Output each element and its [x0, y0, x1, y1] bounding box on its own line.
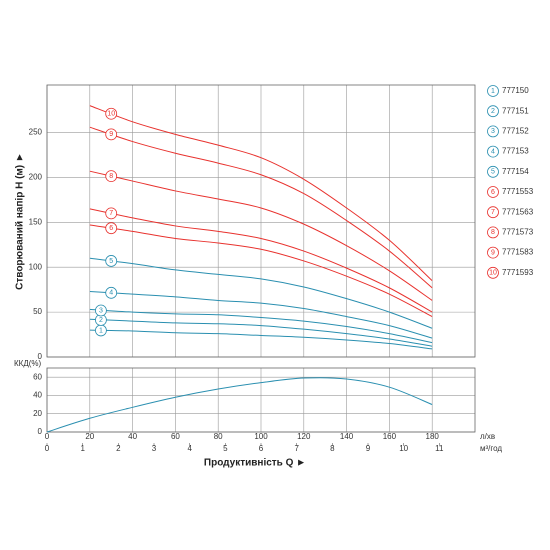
x2-tick-label: 5 [223, 444, 228, 453]
curve-marker-label: 2 [99, 317, 103, 324]
curve-marker-label: 1 [99, 327, 103, 334]
legend-label: 7771553 [502, 187, 534, 196]
x-tick-label: 40 [128, 432, 137, 441]
x2-tick-label: 10 [399, 444, 408, 453]
curve-marker-label: 3 [99, 307, 103, 314]
curve-marker [105, 170, 118, 183]
legend-marker [487, 226, 499, 239]
legend-marker-label: 5 [491, 169, 495, 176]
legend-marker [487, 266, 499, 279]
x2-unit: м³/год [480, 444, 502, 453]
legend-marker-label: 10 [489, 270, 497, 277]
curve-marker [105, 222, 118, 235]
y-tick-label: 150 [29, 217, 43, 226]
legend-marker-label: 3 [491, 128, 495, 135]
y-tick-label: 0 [38, 427, 43, 436]
legend-marker [487, 105, 499, 118]
legend-marker [487, 186, 499, 198]
x2-tick-label: 9 [366, 444, 371, 453]
x-tick-label: 160 [383, 432, 397, 441]
x-tick-label: 20 [85, 432, 94, 441]
curve [89, 257, 433, 329]
curve-marker [105, 255, 118, 267]
x2-tick-label: 11 [435, 444, 444, 453]
curve [89, 126, 433, 289]
y-tick-label: 50 [33, 307, 42, 316]
legend-label: 777152 [502, 127, 529, 136]
legend-marker [487, 165, 499, 178]
curve-marker-label: 7 [109, 210, 113, 217]
curve [46, 377, 433, 433]
legend-label: 777154 [502, 167, 529, 176]
legend-label: 7771573 [502, 228, 534, 237]
legend-marker [487, 145, 499, 158]
legend-marker [487, 246, 499, 259]
x-tick-label: 80 [214, 432, 223, 441]
curve [89, 329, 433, 350]
x2-tick-label: 4 [187, 444, 192, 453]
curve-marker [105, 107, 118, 120]
legend-marker-label: 7 [491, 209, 495, 216]
legend-marker-label: 1 [491, 88, 495, 95]
x-tick-label: 180 [426, 432, 440, 441]
y-tick-label: 200 [29, 173, 43, 182]
legend-label: 7771583 [502, 248, 534, 257]
x-axis-label: Продуктивність Q ► [204, 458, 306, 469]
curve-marker [95, 304, 107, 317]
legend-label: 7771593 [502, 268, 534, 277]
legend-marker-label: 9 [491, 249, 495, 256]
legend-label: 777153 [502, 147, 529, 156]
x2-tick-label: 1 [80, 444, 85, 453]
y-tick-label: 0 [38, 352, 43, 361]
curve-marker-label: 6 [109, 225, 113, 232]
x-tick-label: 100 [254, 432, 268, 441]
plot-frame [46, 84, 476, 358]
x2-tick-label: 7 [294, 444, 299, 453]
curve-marker-label: 4 [109, 290, 113, 297]
curve [89, 308, 433, 344]
x-tick-label: 0 [45, 432, 50, 441]
plot-frame [46, 367, 476, 433]
x-tick-label: 140 [340, 432, 354, 441]
y-tick-label: 60 [33, 372, 42, 381]
curve [89, 170, 433, 301]
y-tick-label: 20 [33, 409, 42, 418]
curve-marker [105, 207, 118, 220]
x2-tick-label: 3 [152, 444, 157, 453]
legend-marker-label: 8 [491, 229, 495, 236]
legend-label: 777151 [502, 106, 529, 115]
curve [89, 208, 433, 313]
curve-marker-label: 10 [107, 111, 115, 118]
x-unit: л/хв [480, 432, 495, 441]
y-tick-label: 100 [29, 262, 43, 271]
curve [89, 224, 433, 318]
curve-marker-label: 9 [109, 131, 113, 138]
x2-tick-label: 8 [330, 444, 335, 453]
curve [89, 290, 433, 339]
legend-marker-label: 4 [491, 148, 495, 155]
legend-marker-label: 6 [491, 189, 495, 196]
curve-marker-label: 8 [109, 173, 113, 180]
x-tick-label: 120 [297, 432, 311, 441]
curve-marker-label: 5 [109, 258, 113, 265]
x2-tick-label: 6 [259, 444, 264, 453]
legend-marker-label: 2 [491, 108, 495, 115]
legend-marker [487, 125, 499, 138]
x2-tick-label: 0 [45, 444, 50, 453]
legend-label: 777150 [502, 86, 529, 95]
y-tick-label: 40 [33, 391, 42, 400]
curve-marker [105, 128, 118, 141]
y-axis-label: Створюваний напір H (м) ► [15, 152, 26, 290]
legend-marker [487, 206, 499, 219]
legend-label: 7771563 [502, 207, 534, 216]
x-tick-label: 60 [171, 432, 180, 441]
x2-tick-label: 2 [116, 444, 121, 453]
curve [89, 318, 433, 347]
curve [89, 105, 433, 282]
curve-marker [105, 286, 118, 299]
legend-marker [487, 85, 499, 97]
y-tick-label: 250 [29, 128, 43, 137]
y-axis-label: ККД(%) [14, 359, 42, 368]
